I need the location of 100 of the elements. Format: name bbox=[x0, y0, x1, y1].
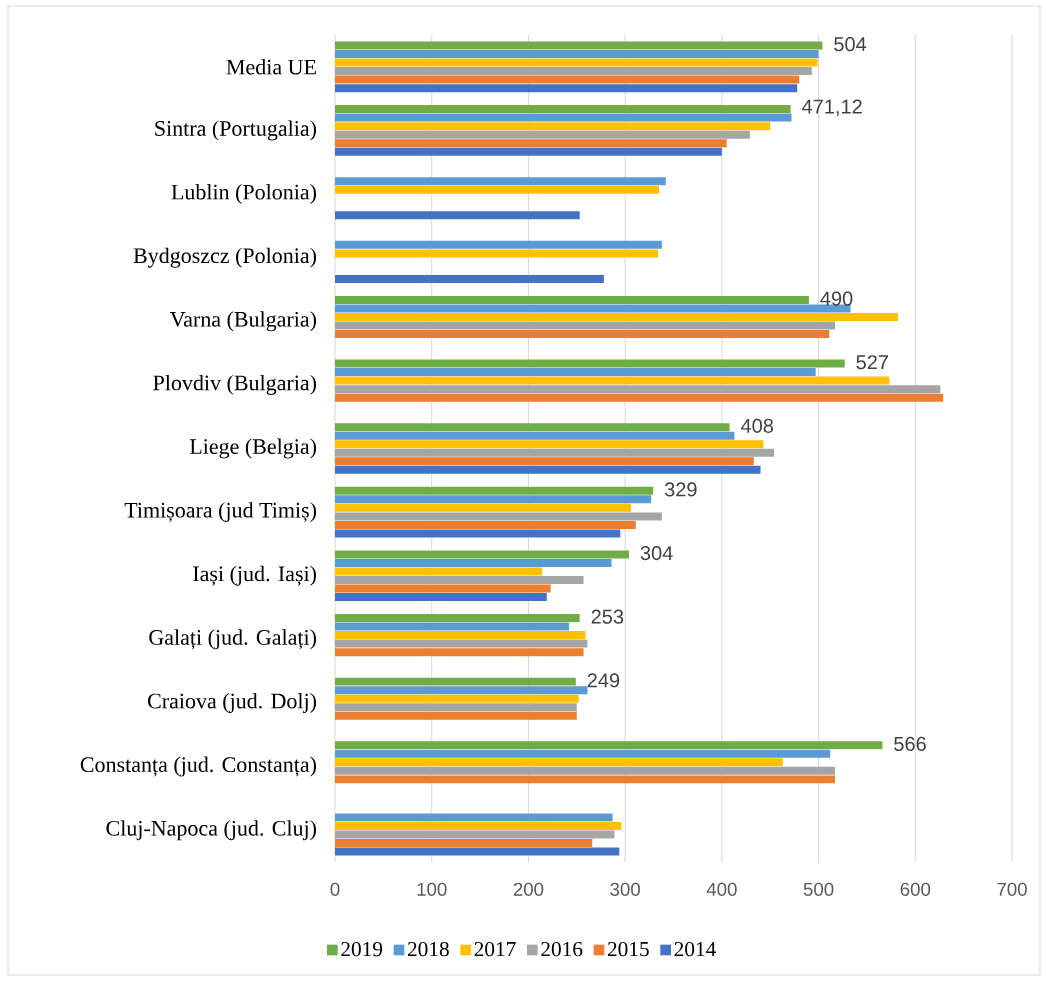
y-tick-label: Sintra (Portugalia) bbox=[155, 120, 317, 141]
legend-label: 2014 bbox=[674, 941, 716, 957]
bar bbox=[335, 448, 775, 457]
y-tick-label: Media UE bbox=[226, 59, 316, 75]
bar bbox=[335, 211, 580, 220]
bar bbox=[335, 813, 613, 822]
y-tick-label: Timișoara (jud Timiș) bbox=[124, 502, 317, 523]
y-tick-label: Galați (jud. Galați) bbox=[149, 629, 317, 650]
bar bbox=[335, 550, 630, 559]
bar bbox=[335, 766, 836, 775]
bar bbox=[335, 41, 823, 50]
bar bbox=[335, 423, 730, 432]
bar bbox=[335, 495, 652, 504]
bar bbox=[335, 330, 830, 339]
data-label: 408 bbox=[740, 418, 774, 433]
y-tick-label: Iași (jud. Iași) bbox=[193, 565, 316, 586]
data-label: 253 bbox=[591, 609, 624, 624]
bar bbox=[335, 295, 809, 304]
bar bbox=[335, 50, 819, 59]
bar bbox=[335, 313, 898, 321]
bar bbox=[335, 503, 631, 512]
bar bbox=[335, 838, 593, 847]
y-tick-label: Plovdiv (Bulgaria) bbox=[153, 374, 317, 395]
bar bbox=[335, 486, 654, 495]
bar bbox=[335, 631, 586, 640]
bar bbox=[335, 431, 735, 440]
bar bbox=[335, 686, 588, 695]
bar bbox=[335, 529, 621, 538]
legend-label: 2017 bbox=[474, 941, 516, 957]
bar bbox=[335, 648, 584, 657]
bar bbox=[335, 821, 622, 830]
bar bbox=[335, 113, 792, 122]
bar bbox=[335, 321, 836, 330]
bar bbox=[335, 775, 836, 784]
data-label: 504 bbox=[834, 37, 867, 52]
bar bbox=[335, 576, 584, 584]
bar bbox=[335, 393, 944, 402]
x-tick-label: 500 bbox=[803, 882, 834, 896]
bar bbox=[335, 177, 666, 186]
bar bbox=[335, 584, 551, 593]
x-tick-label: 300 bbox=[610, 882, 640, 896]
bar bbox=[335, 84, 798, 93]
bar bbox=[335, 677, 576, 686]
bar bbox=[335, 593, 547, 602]
bar bbox=[335, 240, 662, 249]
bar bbox=[335, 359, 845, 368]
bar bbox=[335, 711, 577, 720]
bar bbox=[335, 368, 816, 377]
bar bbox=[335, 465, 761, 474]
bar bbox=[335, 694, 579, 703]
bar bbox=[335, 703, 577, 712]
legend-label: 2015 bbox=[607, 941, 649, 957]
x-tick-label: 200 bbox=[513, 882, 544, 896]
bar bbox=[335, 614, 580, 623]
bar bbox=[335, 622, 570, 631]
y-tick-label: Cluj-Napoca (jud. Cluj) bbox=[106, 820, 317, 841]
bar bbox=[335, 249, 659, 258]
legend-label: 2018 bbox=[407, 941, 449, 957]
bar bbox=[335, 741, 883, 750]
x-tick-label: 100 bbox=[417, 882, 447, 896]
legend-label: 2019 bbox=[341, 941, 383, 957]
data-label: 329 bbox=[664, 482, 697, 497]
bar bbox=[335, 512, 662, 521]
bar bbox=[335, 847, 620, 856]
bar bbox=[335, 749, 831, 758]
bar bbox=[335, 75, 800, 84]
y-tick-label: Bydgoszcz (Polonia) bbox=[133, 247, 316, 268]
bar bbox=[335, 457, 754, 466]
bar bbox=[335, 558, 612, 567]
bar bbox=[335, 440, 764, 449]
data-label: 304 bbox=[640, 545, 673, 561]
x-tick-label: 400 bbox=[706, 882, 737, 896]
data-label: 490 bbox=[820, 291, 853, 306]
bar bbox=[335, 758, 783, 767]
bar bbox=[335, 274, 604, 283]
y-tick-label: Liege (Belgia) bbox=[189, 438, 317, 459]
legend-label: 2016 bbox=[541, 941, 583, 957]
x-tick-label: 0 bbox=[330, 882, 340, 896]
data-label: 471,12 bbox=[802, 99, 862, 117]
bar bbox=[335, 105, 791, 114]
y-tick-label: Constanța (jud. Constanța) bbox=[80, 756, 317, 777]
y-tick-label: Craiova (jud. Dolj) bbox=[148, 692, 316, 713]
bar bbox=[335, 139, 727, 148]
bar bbox=[335, 122, 771, 131]
data-label: 566 bbox=[894, 736, 926, 751]
bar bbox=[335, 130, 750, 139]
y-tick-label: Lublin (Polonia) bbox=[171, 184, 317, 205]
bar bbox=[335, 520, 636, 529]
x-tick-label: 700 bbox=[997, 882, 1027, 896]
bar bbox=[335, 567, 542, 576]
bar bbox=[335, 185, 659, 194]
bar bbox=[335, 304, 851, 313]
bar bbox=[335, 830, 615, 839]
bar bbox=[335, 385, 941, 394]
bar bbox=[335, 639, 588, 648]
data-label: 527 bbox=[856, 355, 888, 370]
bar bbox=[335, 58, 818, 67]
bar bbox=[335, 147, 722, 156]
data-label: 249 bbox=[587, 673, 620, 688]
x-tick-label: 600 bbox=[900, 882, 931, 896]
